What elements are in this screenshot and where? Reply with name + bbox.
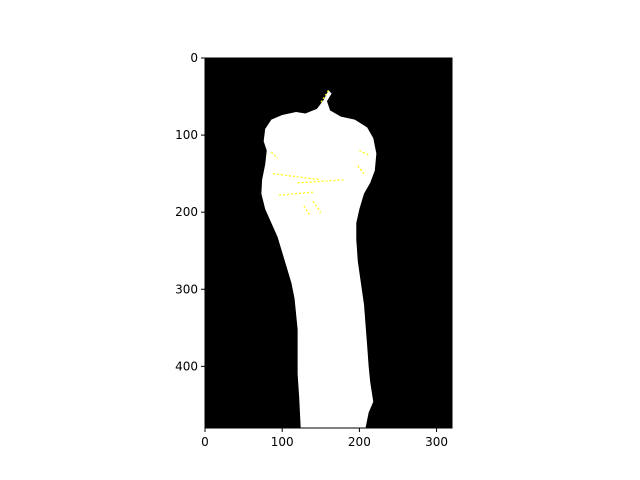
highlight-streak (357, 165, 365, 175)
highlight-streak (320, 90, 330, 104)
x-tick-label: 300 (425, 435, 448, 449)
highlight-streak (359, 149, 369, 156)
highlight-streak (270, 151, 278, 159)
image-layer (261, 90, 377, 428)
y-tick-label: 300 (175, 282, 198, 296)
x-axis: 0 100 200 300 (201, 428, 448, 449)
x-tick-label: 0 (201, 435, 209, 449)
mask-shape (261, 90, 377, 428)
y-tick-label: 100 (175, 128, 198, 142)
highlight-streak (272, 173, 321, 181)
y-tick-label: 200 (175, 205, 198, 219)
highlight-streak (279, 191, 314, 196)
y-tick-label: 400 (175, 359, 198, 373)
axes-frame (204, 57, 453, 429)
x-tick-label: 200 (348, 435, 371, 449)
highlight-streak (303, 205, 311, 216)
y-axis: 0 100 200 300 400 (175, 51, 205, 373)
x-tick-label: 100 (271, 435, 294, 449)
y-tick-label: 0 (190, 51, 198, 65)
